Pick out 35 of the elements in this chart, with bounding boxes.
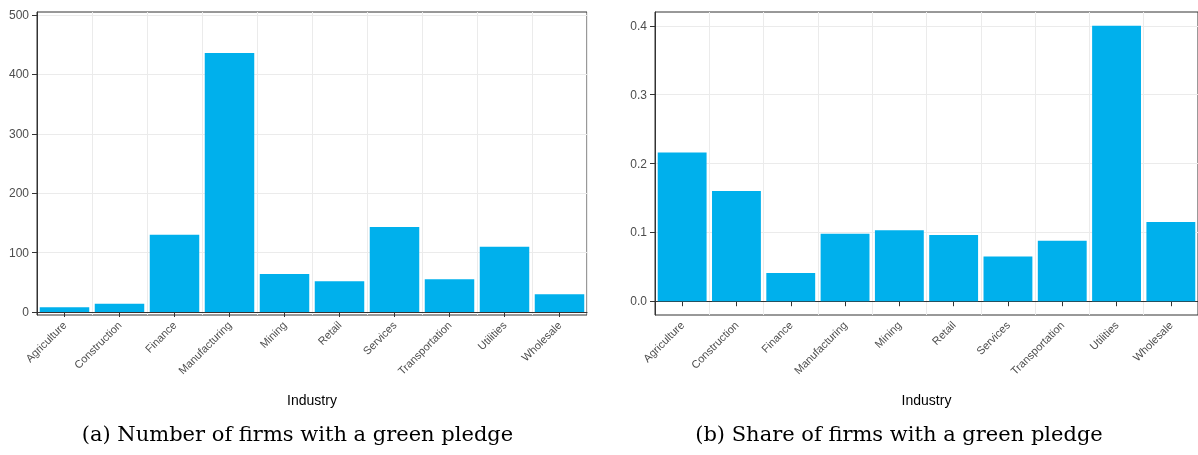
bar <box>94 303 145 313</box>
bar <box>929 235 979 302</box>
text: (b) Share of firms with a green pledge <box>695 421 1103 446</box>
bar <box>1092 25 1141 302</box>
y-tick-label: 0.1 <box>630 225 648 240</box>
y-tick-label: 300 <box>8 126 30 141</box>
y-tick-label: 0.3 <box>630 87 648 102</box>
bar <box>259 274 310 313</box>
bar <box>479 246 530 313</box>
bar <box>39 307 90 313</box>
bar <box>204 52 255 313</box>
bar <box>983 256 1033 302</box>
bar <box>149 234 200 313</box>
bar <box>1146 222 1196 302</box>
y-tick-label: 100 <box>8 245 30 260</box>
bar <box>534 294 585 313</box>
y-tick-label: 0 <box>22 305 30 320</box>
bar <box>369 227 420 313</box>
bar <box>424 279 475 313</box>
y-tick-label: 500 <box>8 7 30 22</box>
bar <box>712 191 761 302</box>
bar <box>314 281 365 313</box>
bar <box>820 233 870 302</box>
bar <box>1037 240 1087 302</box>
x-axis-title: Industry <box>287 392 337 408</box>
bar <box>766 272 816 302</box>
y-tick-label: 0.4 <box>630 18 648 33</box>
text: (a) Number of firms with a green pledge <box>81 421 514 446</box>
y-tick-label: 0.0 <box>630 294 648 309</box>
bar <box>657 152 707 302</box>
y-tick-label: 200 <box>8 186 30 201</box>
bar <box>874 230 924 302</box>
y-tick-label: 0.2 <box>630 156 648 171</box>
x-axis-title: Industry <box>901 392 952 408</box>
y-tick-label: 400 <box>8 67 30 82</box>
